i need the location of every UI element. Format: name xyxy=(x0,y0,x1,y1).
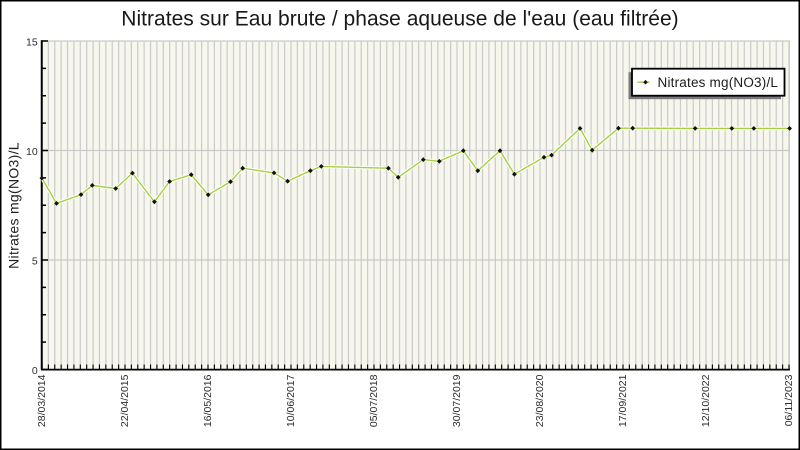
svg-text:12/10/2022: 12/10/2022 xyxy=(700,374,712,427)
svg-text:06/11/2023: 06/11/2023 xyxy=(783,374,795,426)
svg-text:10: 10 xyxy=(26,146,38,158)
svg-text:23/08/2020: 23/08/2020 xyxy=(534,374,546,427)
svg-text:Nitrates sur Eau brute / phase: Nitrates sur Eau brute / phase aqueuse d… xyxy=(121,8,678,31)
svg-text:05/07/2018: 05/07/2018 xyxy=(368,374,380,427)
svg-text:16/05/2016: 16/05/2016 xyxy=(202,374,214,427)
svg-text:Nitrates mg(NO3)/L: Nitrates mg(NO3)/L xyxy=(658,75,779,90)
svg-text:22/04/2015: 22/04/2015 xyxy=(119,374,131,427)
svg-text:Nitrates mg(NO3)/L: Nitrates mg(NO3)/L xyxy=(6,142,22,269)
svg-text:28/03/2014: 28/03/2014 xyxy=(36,374,48,427)
svg-text:5: 5 xyxy=(32,255,38,267)
svg-text:0: 0 xyxy=(32,365,38,377)
svg-text:15: 15 xyxy=(26,36,38,48)
svg-text:17/09/2021: 17/09/2021 xyxy=(617,374,629,427)
svg-text:10/06/2017: 10/06/2017 xyxy=(285,374,297,427)
svg-text:30/07/2019: 30/07/2019 xyxy=(451,374,463,427)
